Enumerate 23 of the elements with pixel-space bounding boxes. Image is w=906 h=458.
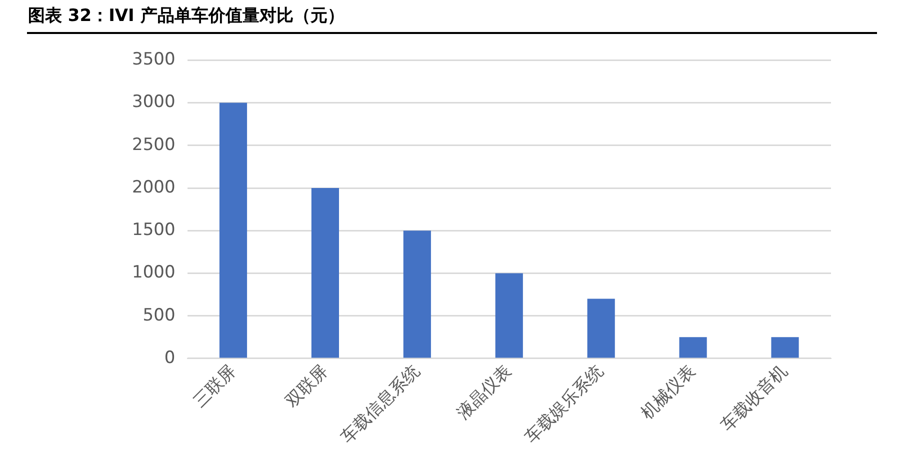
bar (219, 102, 248, 358)
bar (403, 230, 431, 358)
y-tick-label: 3500 (132, 50, 176, 70)
bar (771, 337, 799, 358)
bar (587, 298, 615, 358)
x-tick-label: 车载信息系统 (338, 361, 424, 448)
y-tick-label: 2500 (132, 134, 176, 155)
chart-title: 图表 32：IVI 产品单车价值量对比（元） (28, 5, 344, 27)
bar (679, 337, 707, 358)
y-tick-label: 2000 (132, 177, 176, 198)
y-tick-label: 500 (142, 305, 176, 326)
x-tick-label: 双联屏 (282, 361, 332, 412)
x-tick-label: 液晶仪表 (454, 361, 516, 424)
y-tick-label: 1000 (132, 262, 176, 283)
x-tick-label: 车载收音机 (717, 361, 792, 436)
x-tick-label: 机械仪表 (637, 361, 700, 424)
y-tick-label: 3000 (132, 92, 176, 112)
x-tick-label: 车载娱乐系统 (521, 361, 608, 448)
bar (495, 273, 523, 358)
bar (311, 188, 339, 358)
x-tick-label: 三联屏 (190, 361, 240, 412)
y-tick-label: 1500 (132, 220, 176, 240)
y-tick-label: 0 (164, 348, 176, 368)
